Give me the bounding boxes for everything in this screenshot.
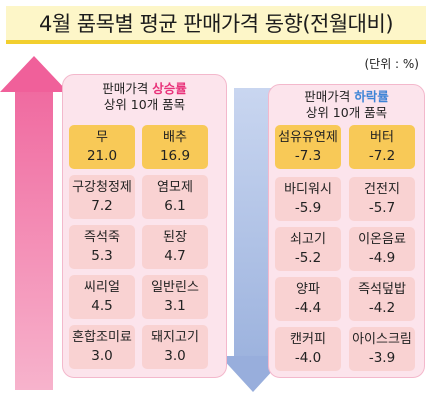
price-increase-panel: 판매가격 상승률 상위 10개 품목 무 21.0 배추 16.9 구강청정제 … (62, 74, 227, 378)
item-name: 배추 (163, 130, 187, 145)
up-arrow-icon (0, 56, 68, 92)
item-name: 무 (96, 130, 108, 145)
item-value: 3.1 (164, 298, 186, 314)
increase-head-prefix: 판매가격 (102, 81, 149, 96)
decrease-head-subtitle: 상위 10개 품목 (305, 105, 388, 120)
decrease-item-5: 쇠고기 -5.2 (275, 227, 341, 271)
increase-item-10: 돼지고기 3.0 (142, 325, 208, 369)
item-name: 씨리얼 (84, 280, 120, 295)
item-value: 16.9 (159, 148, 191, 164)
item-value: -4.9 (368, 250, 396, 266)
price-decrease-panel: 판매가격 하락률 상위 10개 품목 섬유유연제 -7.3 버터 -7.2 바디… (268, 84, 425, 378)
item-name: 바디워시 (284, 182, 332, 197)
item-value: -7.3 (294, 148, 322, 164)
page-title: 4월 품목별 평균 판매가격 동향(전월대비) (6, 6, 426, 44)
item-value: -7.2 (368, 148, 396, 164)
item-value: 5.3 (91, 248, 113, 264)
decrease-item-3: 바디워시 -5.9 (275, 177, 341, 221)
increase-panel-heading: 판매가격 상승률 상위 10개 품목 (63, 81, 226, 113)
decrease-item-1: 섬유유연제 -7.3 (275, 125, 341, 169)
decrease-head-highlight: 하락률 (354, 89, 389, 104)
item-value: -5.2 (294, 250, 322, 266)
item-name: 섬유유연제 (278, 130, 338, 145)
increase-item-1: 무 21.0 (69, 125, 135, 169)
item-name: 아이스크림 (352, 332, 412, 347)
increase-item-8: 일반린스 3.1 (142, 275, 208, 319)
increase-item-7: 씨리얼 4.5 (69, 275, 135, 319)
decrease-item-10: 아이스크림 -3.9 (349, 327, 415, 371)
item-name: 즉석덮밥 (358, 282, 406, 297)
item-name: 쇠고기 (290, 232, 326, 247)
increase-item-2: 배추 16.9 (142, 125, 208, 169)
item-value: -5.9 (294, 200, 322, 216)
item-name: 버터 (370, 130, 394, 145)
item-name: 캔커피 (290, 332, 326, 347)
down-arrow-shaft (234, 88, 272, 358)
increase-item-9: 혼합조미료 3.0 (69, 325, 135, 369)
decrease-item-6: 이온음료 -4.9 (349, 227, 415, 271)
item-value: 7.2 (91, 198, 113, 214)
item-value: 3.0 (164, 348, 186, 364)
decrease-item-7: 양파 -4.4 (275, 277, 341, 321)
item-name: 건전지 (364, 182, 400, 197)
item-name: 된장 (163, 230, 187, 245)
item-value: 21.0 (86, 148, 118, 164)
item-name: 즉석죽 (84, 230, 120, 245)
item-name: 염모제 (157, 180, 193, 195)
item-value: 6.1 (164, 198, 186, 214)
item-value: -4.4 (294, 300, 322, 316)
item-name: 구강청정제 (72, 180, 132, 195)
increase-head-subtitle: 상위 10개 품목 (103, 97, 186, 112)
item-value: 3.0 (91, 348, 113, 364)
decrease-item-4: 건전지 -5.7 (349, 177, 415, 221)
increase-item-4: 염모제 6.1 (142, 175, 208, 219)
item-name: 일반린스 (151, 280, 199, 295)
decrease-item-9: 캔커피 -4.0 (275, 327, 341, 371)
increase-head-highlight: 상승률 (152, 81, 187, 96)
item-value: -5.7 (368, 200, 396, 216)
item-name: 이온음료 (358, 232, 406, 247)
unit-label: (단위 : %) (364, 57, 419, 71)
decrease-panel-heading: 판매가격 하락률 상위 10개 품목 (269, 89, 424, 121)
decrease-head-prefix: 판매가격 (304, 89, 351, 104)
item-value: -4.2 (368, 300, 396, 316)
increase-item-5: 즉석죽 5.3 (69, 225, 135, 269)
up-arrow-shaft (15, 90, 53, 390)
increase-item-3: 구강청정제 7.2 (69, 175, 135, 219)
item-value: -4.0 (294, 350, 322, 366)
item-value: 4.7 (164, 248, 186, 264)
increase-item-6: 된장 4.7 (142, 225, 208, 269)
item-name: 양파 (296, 282, 320, 297)
item-name: 돼지고기 (151, 330, 199, 345)
decrease-item-2: 버터 -7.2 (349, 125, 415, 169)
item-value: 4.5 (91, 298, 113, 314)
item-value: -3.9 (368, 350, 396, 366)
item-name: 혼합조미료 (72, 330, 132, 345)
decrease-item-8: 즉석덮밥 -4.2 (349, 277, 415, 321)
